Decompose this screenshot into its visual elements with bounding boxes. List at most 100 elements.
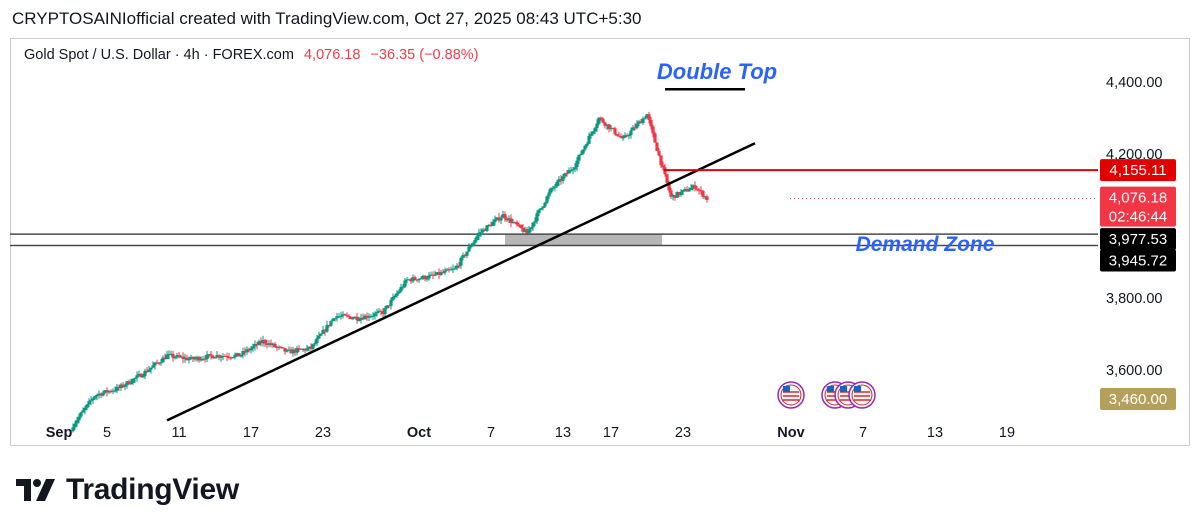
candle-body bbox=[193, 358, 197, 360]
candle-body bbox=[685, 189, 689, 192]
candle-body bbox=[143, 370, 147, 377]
candle-body bbox=[413, 277, 417, 280]
candle-body bbox=[225, 356, 229, 358]
candle-body bbox=[601, 118, 605, 123]
candle-body bbox=[125, 381, 129, 386]
candle-body bbox=[429, 274, 433, 276]
tradingview-logo[interactable]: TradingView bbox=[16, 470, 239, 510]
candle-body bbox=[151, 365, 155, 368]
candle-body bbox=[337, 316, 341, 318]
candle-body bbox=[579, 153, 583, 155]
candle-body bbox=[191, 356, 195, 360]
candle-body bbox=[385, 305, 389, 309]
candle-body bbox=[619, 135, 623, 138]
candle-body bbox=[343, 314, 347, 316]
candle-body bbox=[637, 121, 641, 124]
y-tick-label: 3,600.00 bbox=[1106, 363, 1162, 379]
price-tags-layer: 4,155.11 4,076.18 02:46:44 3,977.53 3,945.72… bbox=[1100, 159, 1176, 410]
candle-body bbox=[199, 359, 203, 361]
symbol-legend: Gold Spot / U.S. Dollar · 4h · FOREX.com… bbox=[24, 47, 479, 63]
candle-body bbox=[273, 343, 277, 347]
candle-body bbox=[299, 348, 303, 350]
candle-body bbox=[561, 176, 565, 181]
candle-body bbox=[491, 222, 495, 227]
candle-body bbox=[597, 117, 601, 124]
candle-body bbox=[409, 279, 413, 282]
candle-body bbox=[679, 191, 683, 196]
candle-body bbox=[683, 189, 687, 191]
candle-body bbox=[445, 269, 449, 271]
candle-body bbox=[403, 280, 407, 287]
candle-body bbox=[71, 427, 75, 432]
resistance-price-tag: 4,155.11 bbox=[1100, 159, 1176, 182]
candle-body bbox=[543, 202, 547, 207]
candle-body bbox=[659, 155, 663, 166]
x-tick-label: 13 bbox=[555, 425, 571, 441]
candle-body bbox=[351, 318, 355, 320]
candle-body bbox=[323, 329, 327, 332]
x-tick-label: 17 bbox=[243, 425, 259, 441]
candle-body bbox=[111, 390, 115, 392]
candle-body bbox=[365, 315, 369, 318]
candle-body bbox=[569, 170, 573, 172]
candle-body bbox=[313, 342, 317, 345]
candle-body bbox=[689, 187, 693, 191]
candle-body bbox=[587, 135, 591, 144]
candle-body bbox=[641, 118, 645, 124]
candle-body bbox=[441, 272, 445, 274]
candle-body bbox=[527, 229, 531, 234]
candle-body bbox=[255, 344, 259, 346]
candle-body bbox=[545, 196, 549, 203]
candle-body bbox=[449, 269, 453, 271]
x-tick-label: 17 bbox=[603, 425, 619, 441]
candle-body bbox=[423, 275, 427, 280]
candle-body bbox=[551, 187, 555, 189]
candle-body bbox=[553, 186, 557, 188]
candle-body bbox=[117, 386, 121, 388]
candle-body bbox=[115, 386, 119, 391]
candle-body bbox=[291, 349, 295, 354]
candle-body bbox=[235, 353, 239, 355]
candle-body bbox=[347, 315, 351, 317]
candle-body bbox=[307, 346, 311, 349]
candle-body bbox=[105, 390, 109, 393]
lines-layer bbox=[166, 87, 1098, 422]
svg-text:3,945.72: 3,945.72 bbox=[1109, 253, 1167, 270]
zone-top-price-tag: 3,977.53 bbox=[1100, 228, 1176, 251]
candle-body bbox=[175, 355, 179, 358]
candle-body bbox=[309, 346, 313, 349]
candle-body bbox=[165, 354, 169, 360]
x-tick-label: 23 bbox=[315, 425, 331, 441]
us-economic-event-icon bbox=[777, 381, 805, 409]
candle-body bbox=[525, 229, 529, 234]
annotations-layer: Double Top Demand Zone bbox=[657, 59, 995, 256]
candle-body bbox=[477, 232, 481, 237]
candle-body bbox=[177, 355, 181, 357]
candle-body bbox=[605, 124, 609, 126]
candle-body bbox=[489, 224, 493, 227]
candle-body bbox=[361, 317, 365, 320]
x-tick-label: 23 bbox=[675, 425, 691, 441]
candle-body bbox=[639, 121, 643, 124]
candle-body bbox=[521, 227, 525, 232]
candle-body bbox=[705, 196, 709, 200]
candle-body bbox=[687, 190, 691, 192]
candle-body bbox=[205, 354, 209, 360]
candle-body bbox=[407, 279, 411, 281]
candle-body bbox=[203, 358, 207, 360]
chart-pane[interactable] bbox=[10, 38, 1190, 446]
candle-body bbox=[703, 196, 707, 198]
candle-body bbox=[341, 314, 345, 316]
candle-body bbox=[179, 356, 183, 358]
candle-body bbox=[373, 313, 377, 316]
candle-body bbox=[609, 127, 613, 130]
candle-body bbox=[269, 343, 273, 346]
candle-body bbox=[661, 165, 665, 168]
svg-text:3,977.53: 3,977.53 bbox=[1109, 231, 1167, 248]
svg-text:4,076.18: 4,076.18 bbox=[1109, 190, 1167, 207]
candle-body bbox=[595, 123, 599, 129]
candle-body bbox=[147, 369, 151, 372]
candle-body bbox=[697, 189, 701, 191]
candle-body bbox=[303, 349, 307, 351]
